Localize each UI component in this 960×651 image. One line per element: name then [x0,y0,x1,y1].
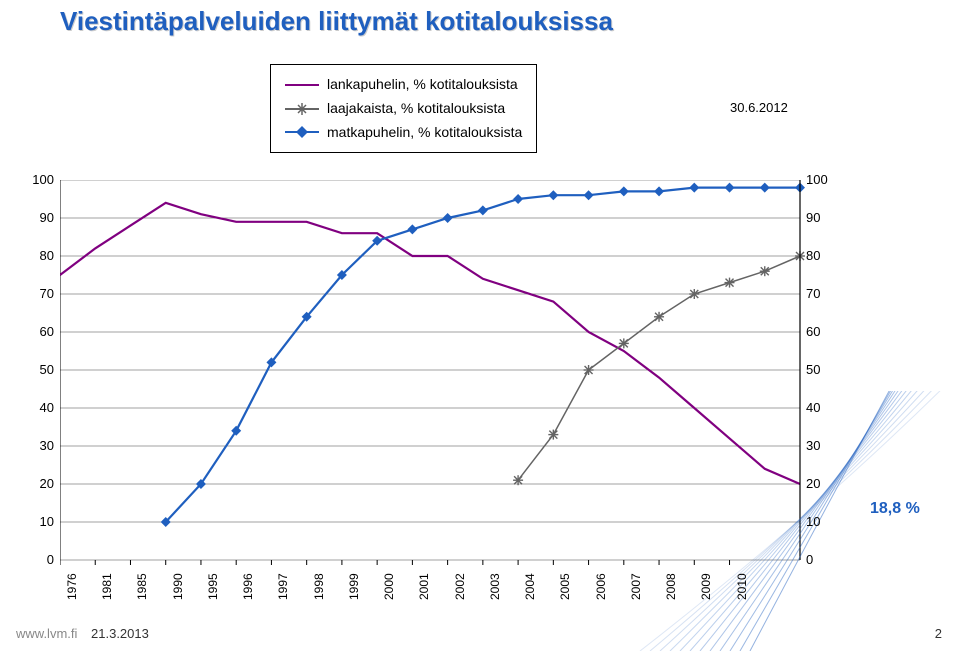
x-axis-label: 2002 [453,573,467,600]
y-axis-label-right: 30 [806,438,836,453]
legend: lankapuhelin, % kotitalouksista laajakai… [270,64,537,153]
x-axis-label: 2001 [417,573,431,600]
legend-label: matkapuhelin, % kotitalouksista [327,121,522,145]
y-axis-label-left: 40 [24,400,54,415]
y-axis-label-right: 100 [806,172,836,187]
y-axis-label-left: 100 [24,172,54,187]
x-axis-label: 1997 [276,573,290,600]
chart-plot [60,180,860,620]
y-axis-label-right: 80 [806,248,836,263]
y-axis-label-right: 70 [806,286,836,301]
legend-label: laajakaista, % kotitalouksista [327,97,505,121]
y-axis-label-right: 0 [806,552,836,567]
x-axis-label: 2003 [488,573,502,600]
callout-value: 18,8 % [870,500,920,518]
footer-date: 21.3.2013 [91,626,149,641]
page-title: Viestintäpalveluiden liittymät kotitalou… [60,6,613,37]
x-axis-label: 2005 [558,573,572,600]
x-axis-label: 1981 [100,573,114,600]
legend-line-icon [285,131,319,133]
date-label: 30.6.2012 [730,100,788,115]
legend-item-laajakaista: laajakaista, % kotitalouksista [285,97,522,121]
page-number: 2 [935,626,942,641]
y-axis-label-left: 30 [24,438,54,453]
y-axis-label-left: 20 [24,476,54,491]
legend-label: lankapuhelin, % kotitalouksista [327,73,518,97]
legend-item-matkapuhelin: matkapuhelin, % kotitalouksista [285,121,522,145]
legend-line-icon [285,108,319,110]
y-axis-label-left: 90 [24,210,54,225]
x-axis-label: 1995 [206,573,220,600]
x-axis-label: 2010 [735,573,749,600]
x-axis-label: 1976 [65,573,79,600]
x-axis-label: 2007 [629,573,643,600]
y-axis-label-right: 90 [806,210,836,225]
x-axis-label: 2000 [382,573,396,600]
x-axis-label: 2004 [523,573,537,600]
y-axis-label-right: 40 [806,400,836,415]
x-axis-label: 2008 [664,573,678,600]
y-axis-label-left: 10 [24,514,54,529]
x-axis-label: 2006 [594,573,608,600]
y-axis-label-right: 10 [806,514,836,529]
x-axis-label: 2009 [699,573,713,600]
x-axis-label: 1999 [347,573,361,600]
legend-item-lankapuhelin: lankapuhelin, % kotitalouksista [285,73,522,97]
x-axis-label: 1996 [241,573,255,600]
footer-site: www.lvm.fi [16,626,77,641]
y-axis-label-left: 50 [24,362,54,377]
y-axis-label-right: 50 [806,362,836,377]
x-axis-label: 1990 [171,573,185,600]
y-axis-label-right: 20 [806,476,836,491]
y-axis-label-left: 60 [24,324,54,339]
x-axis-label: 1998 [312,573,326,600]
x-axis-label: 1985 [135,573,149,600]
y-axis-label-right: 60 [806,324,836,339]
y-axis-label-left: 0 [24,552,54,567]
footer: www.lvm.fi 21.3.2013 [16,626,149,641]
y-axis-label-left: 70 [24,286,54,301]
legend-line-icon [285,84,319,86]
y-axis-label-left: 80 [24,248,54,263]
